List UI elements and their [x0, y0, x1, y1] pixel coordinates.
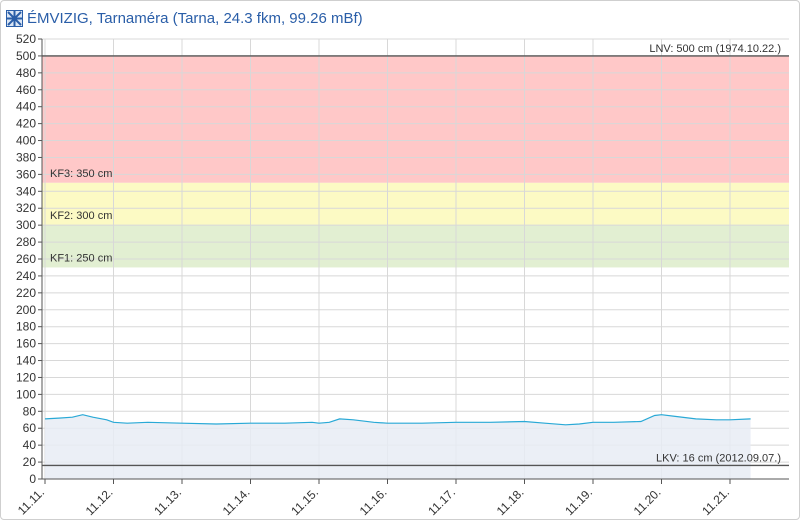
y-tick-label: 340 — [16, 184, 36, 198]
y-tick-label: 100 — [16, 387, 36, 401]
y-tick-label: 80 — [23, 404, 37, 418]
emvizig-logo-icon — [6, 10, 23, 27]
y-tick-label: 480 — [16, 66, 36, 80]
band-kf3 — [42, 55, 789, 183]
series-line-0 — [44, 414, 751, 426]
band-kf1 — [42, 225, 789, 268]
y-tick-label: 140 — [16, 354, 36, 368]
x-tick-label: 11.14. — [220, 485, 253, 518]
chart-title: ÉMVIZIG, Tarnaméra (Tarna, 24.3 fkm, 99.… — [27, 10, 363, 27]
x-tick-label: 11.15. — [288, 485, 321, 518]
reference-label-1: LKV: 16 cm (2012.09.07.) — [656, 452, 781, 464]
band-label-kf2: KF2: 300 cm — [50, 210, 112, 222]
y-tick-label: 20 — [23, 455, 37, 469]
y-tick-label: 260 — [16, 252, 36, 266]
y-tick-label: 240 — [16, 269, 36, 283]
y-tick-label: 180 — [16, 320, 36, 334]
y-tick-label: 520 — [16, 32, 36, 46]
y-tick-label: 400 — [16, 134, 36, 148]
y-tick-label: 60 — [23, 421, 37, 435]
x-tick-label: 11.21. — [699, 485, 732, 518]
x-tick-label: 11.13. — [151, 485, 184, 518]
y-tick-label: 280 — [16, 235, 36, 249]
y-tick-label: 0 — [29, 472, 36, 486]
band-label-kf3: KF3: 350 cm — [50, 168, 112, 180]
x-tick-label: 11.16. — [357, 485, 390, 518]
y-tick-label: 300 — [16, 218, 36, 232]
band-kf2 — [42, 182, 789, 226]
band-label-kf1: KF1: 250 cm — [50, 252, 112, 264]
y-tick-label: 160 — [16, 337, 36, 351]
y-tick-label: 200 — [16, 303, 36, 317]
x-tick-label: 11.12. — [83, 485, 116, 518]
y-tick-label: 500 — [16, 49, 36, 63]
y-tick-label: 380 — [16, 150, 36, 164]
x-tick-label: 11.19. — [562, 485, 595, 518]
y-tick-label: 420 — [16, 117, 36, 131]
y-tick-label: 460 — [16, 83, 36, 97]
x-tick-label: 11.20. — [631, 485, 664, 518]
x-tick-label: 11.11. — [15, 485, 47, 517]
y-tick-label: 220 — [16, 286, 36, 300]
y-tick-label: 120 — [16, 370, 36, 384]
x-tick-label: 11.17. — [425, 485, 458, 518]
y-tick-label: 440 — [16, 100, 36, 114]
x-tick-label: 11.18. — [494, 485, 527, 518]
y-tick-label: 40 — [23, 438, 37, 452]
series-area-0 — [45, 414, 751, 479]
y-tick-label: 320 — [16, 201, 36, 215]
reference-label-0: LNV: 500 cm (1974.10.22.) — [649, 43, 781, 55]
y-tick-label: 360 — [16, 167, 36, 181]
